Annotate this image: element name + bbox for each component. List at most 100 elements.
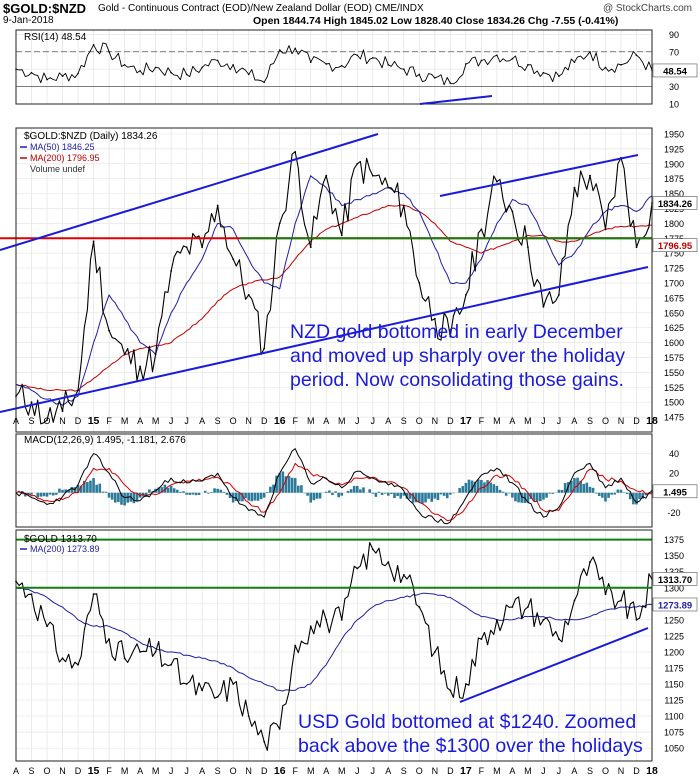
macd-hist-bar-84 xyxy=(275,475,278,493)
usd-point-40 xyxy=(635,618,638,621)
macd-hist-bar-115 xyxy=(371,492,375,494)
macd-hist-bar-188 xyxy=(597,492,601,496)
rsi-point-13 xyxy=(216,59,219,62)
macd-hist-bar-101 xyxy=(328,490,331,493)
price-point-5 xyxy=(92,240,95,243)
price-xlabel-30: F xyxy=(479,416,485,426)
usd-point-11 xyxy=(185,683,188,685)
macd-hist-bar-182 xyxy=(579,480,582,493)
usd-point-13 xyxy=(216,695,219,698)
usd-point-19 xyxy=(309,625,312,628)
macd-hist-bar-103 xyxy=(334,491,337,493)
price-point-6 xyxy=(108,329,110,332)
rsi-point-5 xyxy=(92,44,95,46)
macd-hist-bar-20 xyxy=(76,484,80,493)
macd-hist-bar-85 xyxy=(278,473,282,493)
usd-point-24 xyxy=(387,561,390,563)
usd-rising-trendline xyxy=(459,627,649,703)
usd-point-30 xyxy=(480,638,483,640)
macd-hist-bar-33 xyxy=(117,492,120,503)
macd-hist-bar-186 xyxy=(591,487,595,493)
usd-point-35 xyxy=(558,638,560,640)
symbol-description: Gold - Continuous Contract (EOD)/New Zea… xyxy=(98,3,424,14)
usd-xlabel-35: J xyxy=(557,766,562,776)
price-xlabel-28: D xyxy=(447,416,454,426)
rsi-last-value-box xyxy=(652,63,698,78)
macd-hist-bar-104 xyxy=(337,492,340,498)
rsi-point-16 xyxy=(263,81,265,84)
usd-xlabel-32: A xyxy=(509,766,515,776)
nzd-annotation: NZD gold bottomed in early December and … xyxy=(290,320,635,392)
macd-hist-bar-136 xyxy=(436,492,440,501)
price-title: $GOLD:$NZD (Daily) 1834.26 xyxy=(24,131,158,142)
macd-hist-bar-42 xyxy=(145,492,148,497)
usd-frame xyxy=(15,529,653,762)
usd-ma200-line xyxy=(15,587,653,692)
usd-xlabel-30: F xyxy=(479,766,485,776)
price-point-32 xyxy=(511,210,514,213)
rsi-point-22 xyxy=(356,54,359,57)
macd-hist-bar-66 xyxy=(219,489,223,493)
price-point-13 xyxy=(216,204,219,207)
macd-hist-bar-179 xyxy=(570,480,573,493)
price-point-8 xyxy=(139,365,141,368)
price-point-38 xyxy=(604,228,607,231)
macd-hist-bar-10 xyxy=(45,492,49,497)
macd-hist-bar-180 xyxy=(573,478,576,493)
price-axis-tick-13: 1800 xyxy=(664,219,684,229)
macd-hist-bar-31 xyxy=(110,492,114,500)
usd-point-1 xyxy=(30,593,33,596)
rsi-point-6 xyxy=(108,50,110,53)
usd-price-line xyxy=(15,541,653,751)
macd-hist-bar-118 xyxy=(380,492,384,495)
macd-hist-bar-87 xyxy=(284,476,288,493)
price-xlabel-31: M xyxy=(493,416,501,426)
nzd-annotation-line-1: NZD gold bottomed in early December xyxy=(290,321,623,343)
macd-hist-bar-17 xyxy=(67,489,71,493)
price-xlabel-18: F xyxy=(292,416,298,426)
macd-hist-bar-147 xyxy=(470,480,474,493)
macd-hist-bar-51 xyxy=(172,488,176,493)
macd-hist-bar-67 xyxy=(222,491,226,493)
macd-frame xyxy=(15,433,653,528)
usd-axis-tick-6: 1200 xyxy=(664,647,684,657)
price-xlabel-9: M xyxy=(152,416,160,426)
macd-hist-bar-198 xyxy=(628,492,632,500)
price-xlabel-4: D xyxy=(75,416,82,426)
macd-hist-bar-38 xyxy=(132,492,136,504)
macd-hist-bar-36 xyxy=(126,492,129,503)
usd-xlabel-1: S xyxy=(29,766,35,776)
price-point-18 xyxy=(294,150,297,153)
macd-hist-bar-187 xyxy=(594,492,598,494)
macd-hist-bar-200 xyxy=(635,492,638,505)
usd-point-27 xyxy=(433,651,436,653)
price-xlabel-21: M xyxy=(338,416,346,426)
macd-hist-bar-131 xyxy=(421,492,424,504)
macd-hist-bar-61 xyxy=(203,490,207,493)
macd-hist-bar-75 xyxy=(247,492,250,501)
macd-hist-bar-93 xyxy=(303,492,306,494)
macd-hist-bar-91 xyxy=(297,485,300,493)
price-point-24 xyxy=(387,186,390,189)
price-xlabel-40: D xyxy=(633,416,640,426)
macd-hist-bar-43 xyxy=(148,489,151,493)
usd-xlabel-31: M xyxy=(493,766,501,776)
rsi-point-31 xyxy=(496,54,498,57)
price-xlabel-23: J xyxy=(371,416,376,426)
rsi-point-20 xyxy=(325,63,328,65)
legend-volume: Volume undef xyxy=(30,164,86,174)
price-point-40 xyxy=(635,246,638,249)
usd-xlabel-4: D xyxy=(75,766,82,776)
macd-hist-bar-193 xyxy=(613,492,617,495)
macd-hist-bar-162 xyxy=(517,492,520,503)
price-xlabel-19: M xyxy=(307,416,315,426)
macd-hist-bar-63 xyxy=(210,492,213,493)
rsi-axis-tick-3: 70 xyxy=(669,47,679,57)
rsi-point-21 xyxy=(340,64,343,67)
macd-hist-bar-108 xyxy=(349,489,353,493)
rsi-trendline xyxy=(419,95,493,105)
price-axis-tick-5: 1600 xyxy=(664,338,684,348)
macd-hist-bar-46 xyxy=(157,487,161,493)
price-xlabel-1: S xyxy=(29,416,35,426)
price-axis-tick-15: 1850 xyxy=(664,189,684,199)
